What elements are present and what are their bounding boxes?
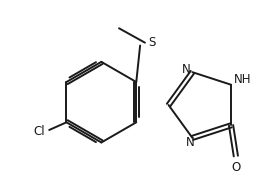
Text: O: O — [231, 161, 240, 174]
Text: N: N — [186, 136, 195, 149]
Text: S: S — [148, 36, 155, 49]
Text: Cl: Cl — [34, 125, 45, 138]
Text: NH: NH — [234, 73, 251, 86]
Text: N: N — [182, 63, 191, 76]
